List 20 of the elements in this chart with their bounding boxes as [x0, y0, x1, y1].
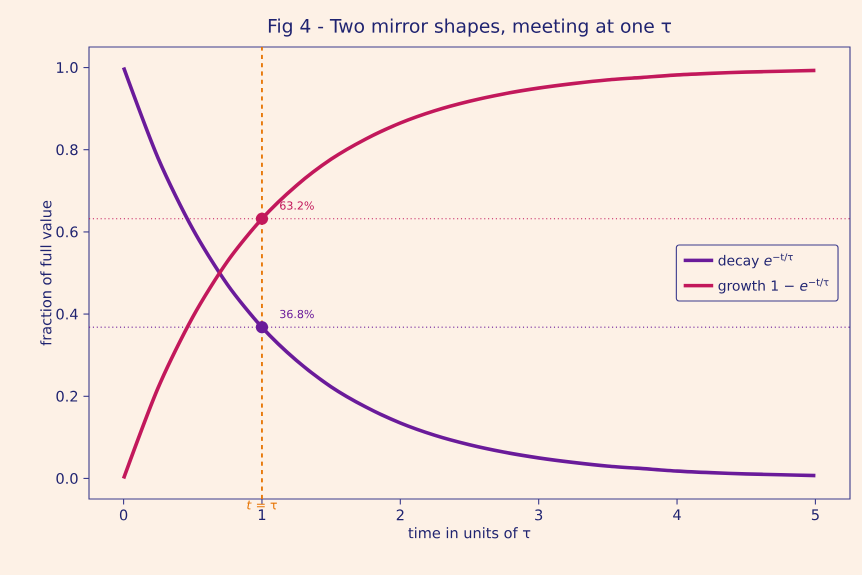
y-tick-label: 0.8: [56, 144, 78, 156]
x-tick-label: 2: [396, 509, 404, 520]
legend-label: decay e$^{−t/τ}$: [718, 253, 793, 268]
chart-title: Fig 4 - Two mirror shapes, meeting at one τ: [268, 18, 672, 37]
legend-label: growth 1 − e$^{−t/τ}$: [718, 278, 829, 294]
data-label: 63.2%: [280, 201, 314, 210]
y-tick-label: 0.4: [56, 308, 78, 320]
x-tick-label: 4: [673, 509, 681, 520]
ref-line-label: t = τ: [247, 500, 277, 510]
x-tick-label: 1: [258, 509, 266, 520]
y-tick-label: 0.6: [56, 226, 78, 238]
x-axis-title: time in units of τ: [408, 527, 530, 538]
y-tick-label: 1.0: [57, 62, 78, 74]
y-axis-title: fraction of full value: [40, 200, 52, 346]
y-tick-label: 0.2: [56, 390, 78, 402]
x-tick-label: 3: [535, 509, 542, 520]
y-tick-label: 0.0: [56, 472, 78, 484]
x-tick-label: 5: [812, 509, 819, 520]
x-tick-label: 0: [120, 509, 128, 520]
data-label: 36.8%: [280, 310, 314, 318]
